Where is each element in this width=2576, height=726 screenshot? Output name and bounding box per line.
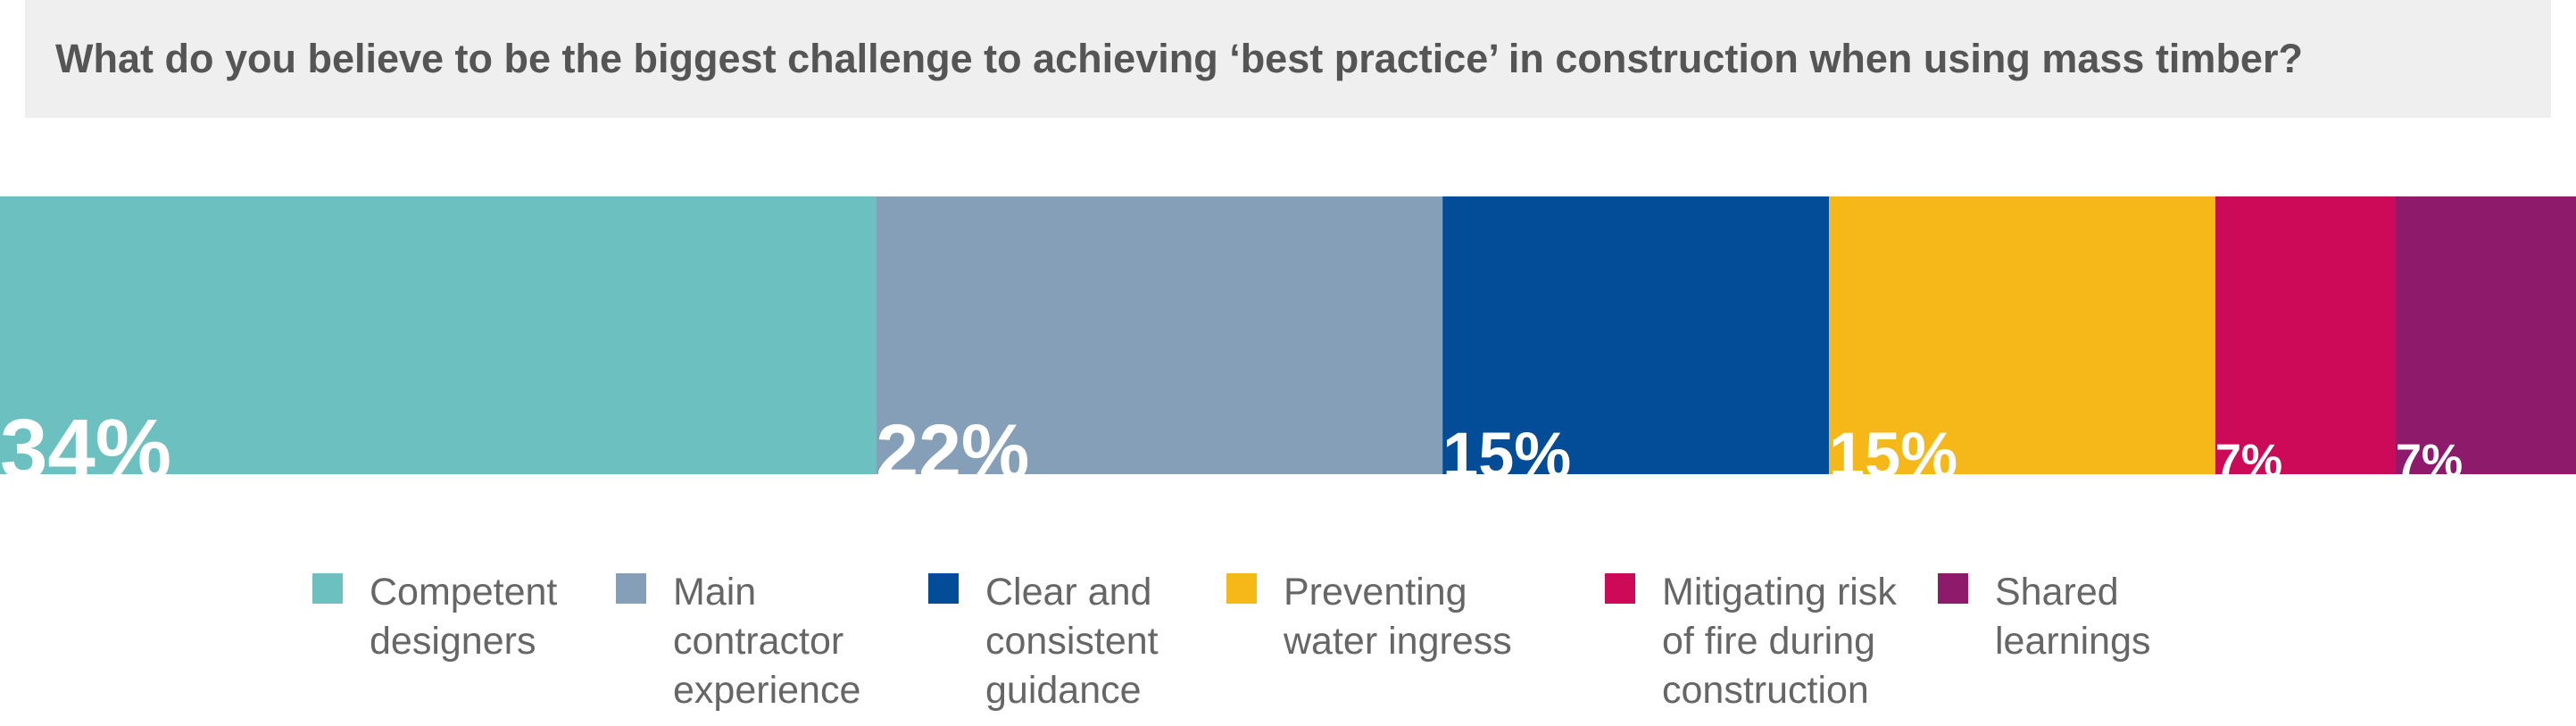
legend-swatch	[1605, 573, 1635, 604]
legend-swatch	[928, 573, 959, 604]
chart-title: What do you believe to be the biggest ch…	[55, 36, 2303, 81]
legend-swatch	[312, 573, 343, 604]
legend-item: Clear and consistent guidance	[928, 568, 1191, 715]
legend-item: Shared learnings	[1938, 568, 2173, 666]
legend-item: Preventing water ingress	[1226, 568, 1551, 666]
value-label: 15%	[1442, 421, 1571, 492]
value-label: 22%	[876, 409, 1029, 495]
legend-item: Mitigating risk of fire during construct…	[1605, 568, 1921, 715]
legend-label: Mitigating risk of fire during construct…	[1662, 571, 1897, 712]
legend-swatch	[616, 573, 646, 604]
legend-swatch	[1938, 573, 1968, 604]
value-label: 15%	[1829, 421, 1957, 492]
legend-label: Competent designers	[370, 571, 558, 663]
bar-segment	[876, 196, 1443, 474]
legend-label: Main contractor experience	[673, 571, 861, 712]
bar-segment	[0, 196, 877, 474]
legend-swatch	[1226, 573, 1257, 604]
value-label: 34%	[0, 402, 171, 497]
legend-label: Preventing water ingress	[1284, 571, 1512, 663]
legend-item: Main contractor experience	[616, 568, 887, 715]
legend-label: Clear and consistent guidance	[985, 571, 1159, 712]
bar-segment	[2215, 196, 2396, 474]
title-box: What do you believe to be the biggest ch…	[25, 0, 2551, 118]
bar-segment	[2395, 196, 2576, 474]
bar-segment	[1442, 196, 1830, 474]
legend-label: Shared learnings	[1995, 571, 2151, 663]
value-label: 7%	[2215, 436, 2282, 488]
legend-item: Competent designers	[312, 568, 611, 666]
bar-segment	[1829, 196, 2215, 474]
value-label: 7%	[2396, 436, 2463, 488]
